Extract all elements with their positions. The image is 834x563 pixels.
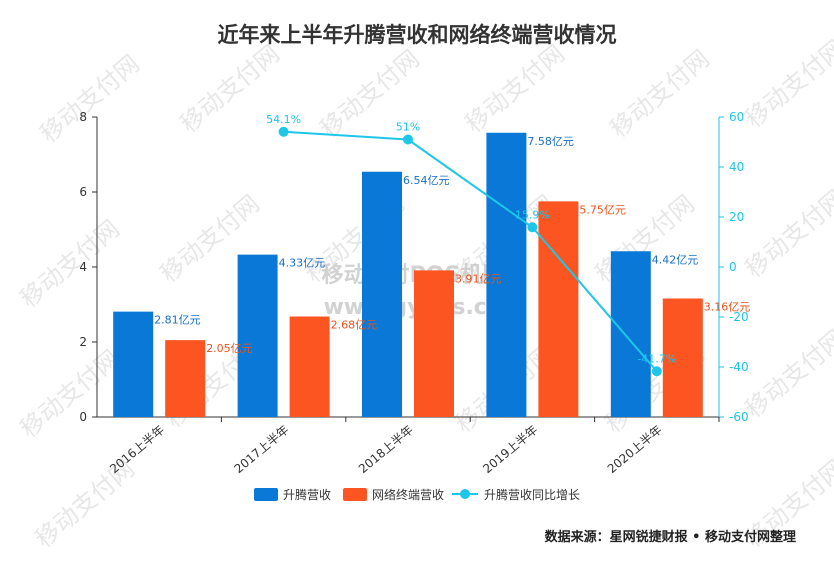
y-tick-right: 60	[729, 110, 744, 124]
y-tick-left: 8	[79, 110, 87, 124]
label-series-a: 4.42亿元	[652, 253, 699, 266]
legend-label: 网络终端营收	[372, 487, 444, 502]
growth-line-path	[283, 130, 658, 372]
legend-swatch	[254, 488, 278, 501]
label-series-c: 54.1%	[266, 113, 301, 126]
bar-series-b	[414, 270, 454, 417]
y-tick-right: -20	[729, 310, 749, 324]
legend-marker	[460, 489, 470, 499]
watermark-text: 移动支付网	[740, 325, 834, 424]
y-tick-right: 20	[729, 210, 744, 224]
label-series-c: -41.7%	[637, 352, 676, 365]
watermark-text: 移动支付网	[35, 50, 145, 149]
legend-label: 升腾营收同比增长	[484, 487, 580, 502]
label-series-b: 3.16亿元	[704, 301, 751, 314]
data-labels: 2.81亿元 2.05亿元 4.33亿元 2.68亿元 6.54亿元 3.91亿元 7.58…	[154, 113, 750, 366]
x-tick-label: 2016上半年	[107, 423, 167, 477]
y-tick-left: 6	[79, 185, 87, 199]
label-series-b: 2.68亿元	[331, 319, 378, 332]
label-series-a: 4.33亿元	[279, 257, 326, 270]
bar-series-a	[486, 132, 527, 417]
watermark-center-line1: 移动支付POS机网	[322, 262, 505, 288]
watermark-text: 移动支付网	[15, 345, 125, 444]
chart-title: 近年来上半年升腾营收和网络终端营收情况	[218, 23, 617, 47]
bar-series-a	[610, 251, 651, 417]
y-tick-right: 0	[729, 260, 737, 274]
legend-label: 升腾营收	[283, 487, 331, 502]
x-tick-label: 2018上半年	[356, 423, 416, 477]
x-tick-label: 2019上半年	[480, 423, 540, 477]
watermark-center-line2: www.gypos.cn	[323, 295, 502, 320]
watermark-text: 移动支付网	[740, 35, 834, 134]
bar-series-b	[662, 298, 703, 417]
watermark-text: 移动支付网	[15, 215, 125, 314]
legend-swatch	[343, 488, 367, 501]
x-tick-label: 2017上半年	[232, 423, 292, 477]
bar-series-a	[237, 254, 278, 417]
y-tick-right: -40	[729, 360, 749, 374]
label-series-a: 7.58亿元	[527, 135, 574, 148]
bar-series-b	[289, 316, 330, 417]
growth-point	[403, 134, 413, 145]
bars	[113, 132, 703, 417]
watermark-text: 移动支付网	[740, 185, 834, 284]
bar-series-a	[113, 311, 154, 417]
label-series-a: 2.81亿元	[154, 314, 201, 327]
bar-series-b	[165, 340, 206, 417]
y-tick-left: 2	[79, 335, 87, 349]
source-note: 数据来源：星网锐捷财报 • 移动支付网整理	[545, 529, 796, 545]
label-series-b: 5.75亿元	[579, 203, 626, 216]
watermark-text: 移动支付网	[460, 40, 570, 139]
label-series-b: 3.91亿元	[455, 272, 502, 285]
growth-point	[527, 222, 538, 233]
growth-point	[651, 366, 662, 377]
y-tick-left: 0	[79, 410, 87, 424]
label-series-c: 51%	[396, 121, 420, 134]
growth-point	[278, 126, 289, 137]
bar-series-b	[538, 201, 579, 417]
growth-line	[278, 126, 662, 377]
y-tick-right: -60	[729, 410, 749, 424]
label-series-a: 6.54亿元	[403, 174, 450, 187]
bar-series-a	[362, 171, 402, 417]
y-tick-right: 40	[729, 160, 744, 174]
label-series-b: 2.05亿元	[206, 342, 253, 355]
label-series-c: 15.9%	[515, 208, 550, 221]
legend: 升腾营收 网络终端营收 升腾营收同比增长	[254, 487, 580, 502]
y-tick-left: 4	[79, 260, 87, 274]
watermark-text: 移动支付网	[605, 45, 715, 144]
